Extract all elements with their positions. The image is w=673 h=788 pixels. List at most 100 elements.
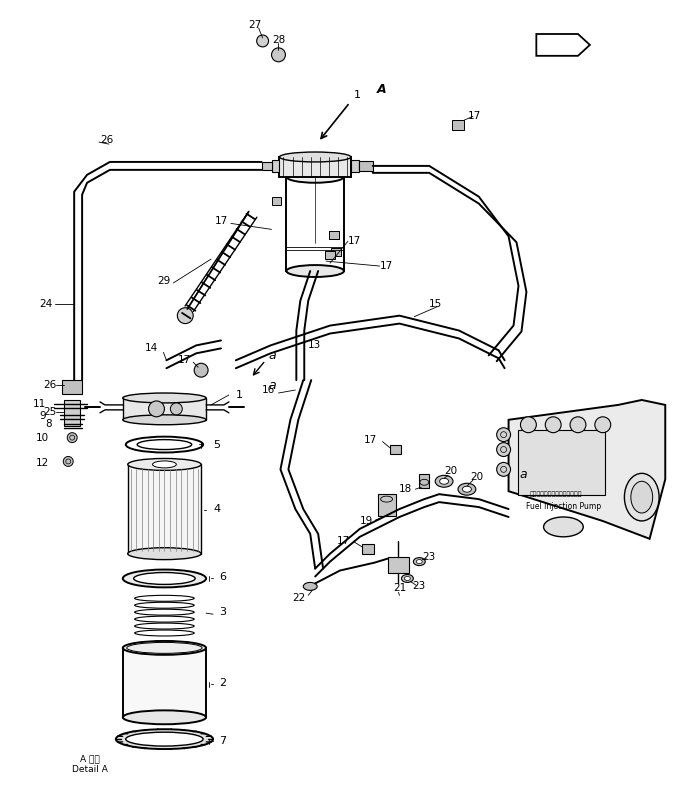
Ellipse shape [122, 570, 206, 587]
Text: 5: 5 [213, 440, 220, 450]
Bar [122, 398, 206, 420]
Circle shape [177, 308, 193, 324]
Circle shape [149, 401, 164, 417]
Bar [331, 248, 341, 256]
Ellipse shape [279, 152, 351, 162]
Text: 18: 18 [399, 484, 413, 494]
Ellipse shape [128, 548, 201, 559]
Circle shape [170, 403, 182, 414]
Text: 8: 8 [46, 418, 52, 429]
Bar [351, 160, 359, 172]
Bar [279, 157, 351, 177]
Text: A: A [377, 83, 386, 96]
Text: 26: 26 [43, 380, 56, 390]
Text: 24: 24 [40, 299, 52, 309]
Text: 7: 7 [219, 736, 226, 746]
Ellipse shape [625, 474, 659, 521]
Text: a: a [520, 468, 527, 481]
Text: 1: 1 [354, 91, 361, 101]
Text: Fuel Injection Pump: Fuel Injection Pump [526, 502, 601, 511]
Text: 25: 25 [43, 407, 56, 417]
Text: a: a [269, 378, 277, 392]
Polygon shape [509, 400, 666, 539]
Text: 12: 12 [36, 459, 49, 468]
Circle shape [63, 456, 73, 466]
Bar [271, 197, 281, 205]
Text: 26: 26 [100, 135, 113, 145]
Bar [359, 161, 373, 171]
Ellipse shape [287, 171, 344, 183]
Text: 29: 29 [157, 276, 170, 286]
Ellipse shape [128, 459, 201, 470]
Text: 4: 4 [213, 504, 220, 514]
Ellipse shape [122, 414, 206, 425]
Circle shape [545, 417, 561, 433]
Text: 1: 1 [236, 390, 243, 400]
Text: Detail A: Detail A [72, 765, 108, 775]
Bar [122, 648, 206, 717]
Text: 10: 10 [36, 433, 49, 443]
Ellipse shape [122, 710, 206, 724]
Text: 17: 17 [380, 261, 393, 271]
Bar [329, 232, 339, 240]
Bar [329, 232, 339, 240]
Bar [325, 251, 335, 259]
Text: 17: 17 [348, 236, 361, 247]
Text: 20: 20 [470, 472, 483, 482]
Text: フェルインジョクションポンプ: フェルインジョクションポンプ [530, 492, 582, 497]
Ellipse shape [631, 481, 653, 513]
Circle shape [595, 417, 610, 433]
Ellipse shape [153, 461, 176, 468]
Bar [287, 177, 344, 271]
Text: 2: 2 [219, 678, 226, 688]
Text: 23: 23 [423, 552, 436, 562]
Circle shape [271, 48, 285, 61]
Text: 28: 28 [272, 35, 285, 45]
Ellipse shape [122, 393, 206, 403]
Bar [452, 121, 464, 130]
Bar [390, 444, 402, 455]
Circle shape [570, 417, 586, 433]
Text: 14: 14 [145, 344, 158, 353]
Text: 6: 6 [219, 572, 226, 582]
Text: 17: 17 [363, 435, 377, 444]
Ellipse shape [122, 641, 206, 655]
Text: 22: 22 [292, 593, 306, 604]
Text: 20: 20 [444, 466, 458, 477]
Bar [271, 160, 279, 172]
Circle shape [520, 417, 536, 433]
Circle shape [256, 35, 269, 47]
Ellipse shape [134, 573, 195, 585]
Ellipse shape [544, 517, 583, 537]
Bar [388, 556, 409, 573]
Text: 17: 17 [214, 217, 227, 226]
Ellipse shape [287, 265, 344, 277]
Text: 9: 9 [40, 411, 46, 421]
Text: 15: 15 [429, 299, 442, 309]
Text: 19: 19 [359, 516, 373, 526]
Bar [64, 400, 80, 426]
Ellipse shape [462, 486, 471, 492]
Text: 21: 21 [393, 583, 406, 593]
Ellipse shape [402, 574, 413, 582]
Text: a: a [269, 349, 277, 362]
Text: 17: 17 [178, 355, 191, 366]
Text: 17: 17 [468, 111, 481, 121]
Bar [419, 474, 429, 489]
Text: 3: 3 [219, 608, 226, 617]
Text: 27: 27 [248, 20, 261, 30]
Bar [378, 494, 396, 516]
Bar [359, 162, 369, 170]
Bar [128, 464, 201, 554]
Ellipse shape [304, 582, 317, 590]
Bar [63, 380, 82, 394]
Ellipse shape [404, 577, 411, 581]
Ellipse shape [435, 475, 453, 487]
Circle shape [67, 433, 77, 443]
Ellipse shape [413, 558, 425, 566]
Ellipse shape [458, 483, 476, 495]
Ellipse shape [439, 478, 449, 485]
Bar [362, 544, 374, 554]
Circle shape [194, 363, 208, 377]
Circle shape [497, 443, 511, 456]
